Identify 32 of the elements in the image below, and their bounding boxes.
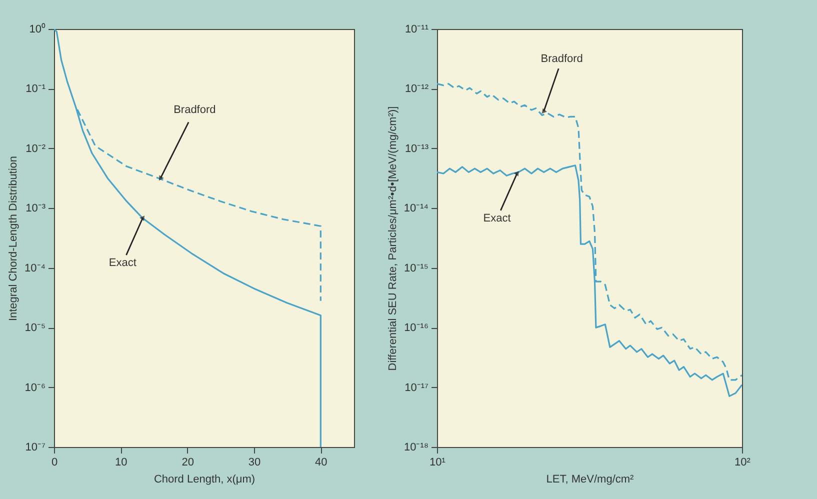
- y-tick-label: 10⁻⁵: [24, 322, 46, 334]
- x-axis-title: Chord Length, x(μm): [154, 474, 256, 486]
- x-axis-title: LET, MeV/mg/cm²: [546, 474, 634, 486]
- y-tick-label: 10⁻²: [26, 142, 46, 155]
- x-tick-label: 40: [315, 456, 328, 468]
- y-tick-label: 10⁻¹¹: [404, 24, 429, 36]
- y-tick-label: 10⁻¹²: [404, 83, 429, 96]
- x-tick-label: 10: [115, 456, 128, 468]
- y-axis-title: Integral Chord-Length Distribution: [8, 156, 20, 322]
- y-tick-label: 10⁻¹: [26, 83, 46, 96]
- y-tick-label: 10⁻¹⁸: [404, 442, 428, 454]
- x-tick-label: 0: [51, 456, 58, 468]
- y-tick-label: 10⁰: [29, 22, 46, 36]
- y-tick-label: 10⁻⁶: [24, 382, 46, 394]
- y-tick-label: 10⁻¹⁷: [404, 382, 429, 394]
- y-tick-label: 10⁻⁴: [24, 262, 46, 274]
- y-axis-title: Differential SEU Rate, Particles/μm²•d•[MeV/(mg/cm²)]: [386, 106, 399, 371]
- line-series: [54, 29, 322, 447]
- y-tick-label: 10⁻⁷: [25, 442, 46, 454]
- x-tick-label: 10¹: [430, 456, 446, 468]
- x-tick-label: 20: [182, 456, 194, 468]
- annotation: Exact: [108, 257, 136, 270]
- annotation: Bradford: [540, 53, 583, 66]
- x-tick-label: 30: [248, 456, 261, 468]
- y-tick-label: 10⁻¹⁴: [404, 202, 429, 215]
- y-tick-label: 10⁻¹⁶: [404, 322, 428, 334]
- y-tick-label: 10⁻³: [26, 202, 46, 215]
- y-tick-label: 10⁻¹³: [404, 142, 429, 155]
- y-tick-label: 10⁻¹⁵: [404, 262, 428, 274]
- annotation: Bradford: [174, 104, 216, 116]
- annotation: Exact: [483, 212, 511, 225]
- x-tick-label: 10²: [734, 456, 751, 468]
